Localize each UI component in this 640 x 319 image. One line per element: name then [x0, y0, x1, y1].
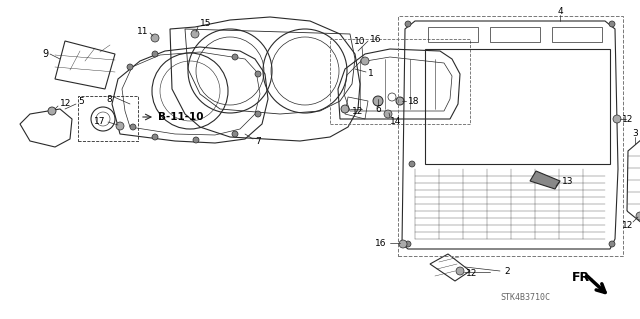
Circle shape [613, 115, 621, 123]
Text: 12: 12 [352, 107, 364, 115]
Text: 18: 18 [408, 97, 419, 106]
Circle shape [152, 51, 158, 57]
Text: 9: 9 [42, 49, 48, 59]
Circle shape [255, 71, 261, 77]
Text: 17: 17 [93, 117, 105, 127]
Text: 4: 4 [557, 8, 563, 17]
Text: 8: 8 [106, 94, 112, 103]
Circle shape [373, 96, 383, 106]
Text: 13: 13 [562, 176, 573, 186]
Text: 10: 10 [355, 36, 365, 46]
Circle shape [341, 105, 349, 113]
Text: STK4B3710C: STK4B3710C [500, 293, 550, 301]
Circle shape [609, 241, 615, 247]
Circle shape [232, 54, 238, 60]
Circle shape [636, 212, 640, 220]
Text: B-11-10: B-11-10 [158, 112, 204, 122]
Circle shape [384, 110, 392, 118]
Text: 12: 12 [60, 100, 72, 108]
Bar [78, 96, 138, 141]
Circle shape [255, 111, 261, 117]
Text: 1: 1 [368, 70, 374, 78]
Text: 12: 12 [622, 115, 634, 123]
Text: 11: 11 [136, 26, 148, 35]
Circle shape [399, 240, 407, 248]
Text: 5: 5 [78, 97, 84, 106]
Polygon shape [530, 171, 560, 189]
Circle shape [456, 267, 464, 275]
Circle shape [116, 122, 124, 130]
Circle shape [361, 57, 369, 65]
Bar [398, 16, 623, 256]
Bar [552, 27, 602, 42]
Circle shape [193, 137, 199, 143]
Circle shape [152, 134, 158, 140]
Circle shape [609, 21, 615, 27]
Bar [330, 39, 470, 124]
Bar [490, 27, 540, 42]
Text: 15: 15 [200, 19, 211, 28]
Text: 3: 3 [632, 130, 638, 138]
Circle shape [48, 107, 56, 115]
Circle shape [405, 21, 411, 27]
Circle shape [396, 97, 404, 105]
Circle shape [191, 30, 199, 38]
Text: 16: 16 [374, 240, 386, 249]
Text: 16: 16 [370, 34, 381, 43]
Text: FR.: FR. [572, 271, 595, 284]
Text: 12: 12 [622, 221, 634, 231]
Circle shape [405, 241, 411, 247]
Circle shape [127, 64, 133, 70]
Circle shape [409, 161, 415, 167]
Bar [425, 49, 610, 164]
Text: 14: 14 [390, 116, 401, 125]
Circle shape [151, 34, 159, 42]
Circle shape [232, 131, 238, 137]
Text: 7: 7 [255, 137, 260, 145]
Text: 6: 6 [375, 105, 381, 114]
Text: 2: 2 [504, 268, 509, 277]
Bar [428, 27, 478, 42]
Circle shape [130, 124, 136, 130]
Text: 12: 12 [466, 269, 477, 278]
